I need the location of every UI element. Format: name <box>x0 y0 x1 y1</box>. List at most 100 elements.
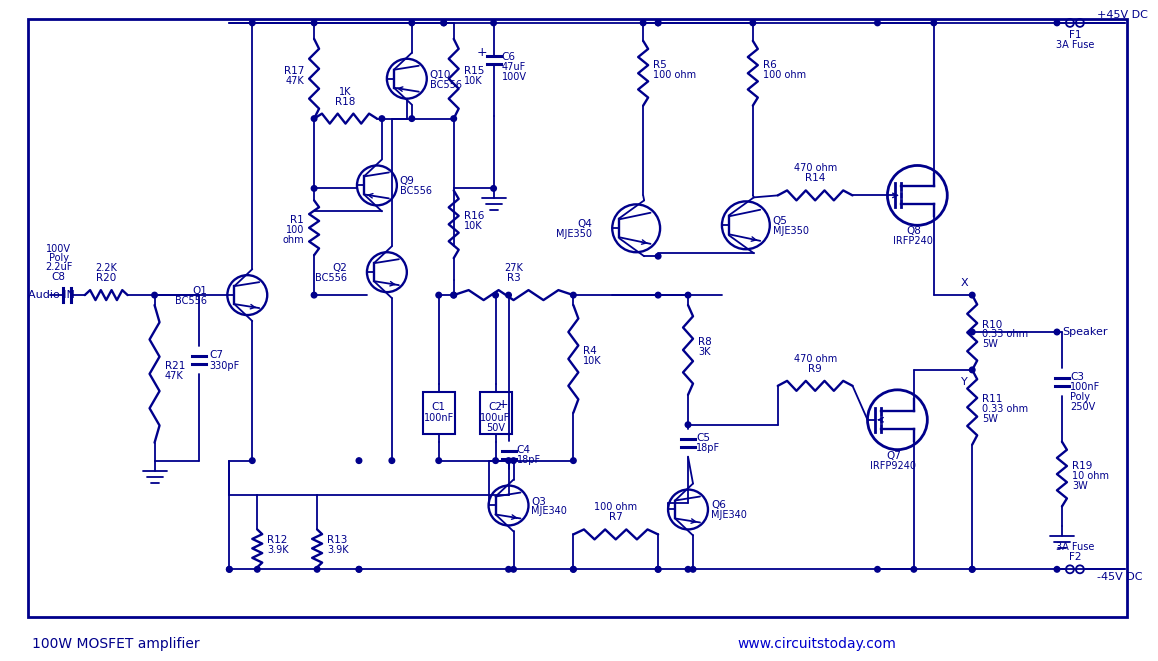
Text: +: + <box>498 399 508 411</box>
Text: 50V: 50V <box>486 423 505 433</box>
Circle shape <box>655 20 661 26</box>
Text: Y: Y <box>961 377 968 387</box>
Circle shape <box>314 566 320 572</box>
Text: 100 ohm: 100 ohm <box>763 70 806 80</box>
Text: Q8: Q8 <box>906 226 921 236</box>
Text: 5W: 5W <box>982 414 998 424</box>
Text: ohm: ohm <box>283 235 305 245</box>
Text: R21: R21 <box>164 361 185 371</box>
Text: 2.2K: 2.2K <box>95 263 117 273</box>
Circle shape <box>227 566 232 572</box>
Text: C4: C4 <box>516 445 530 455</box>
Circle shape <box>874 566 880 572</box>
Circle shape <box>655 20 661 26</box>
Circle shape <box>969 566 975 572</box>
Circle shape <box>690 566 696 572</box>
Circle shape <box>571 292 577 298</box>
Circle shape <box>874 20 880 26</box>
Circle shape <box>357 566 361 572</box>
Text: R8: R8 <box>698 337 712 347</box>
Text: 2.2uF: 2.2uF <box>45 262 73 272</box>
Text: Q7: Q7 <box>886 451 901 461</box>
Circle shape <box>409 116 415 122</box>
Circle shape <box>571 458 577 463</box>
Text: 3A Fuse: 3A Fuse <box>1056 543 1094 553</box>
Circle shape <box>249 458 255 463</box>
Text: 0.33 ohm: 0.33 ohm <box>982 405 1028 414</box>
Text: R17: R17 <box>284 65 305 76</box>
Circle shape <box>511 566 516 572</box>
Circle shape <box>152 292 157 298</box>
Circle shape <box>389 458 395 463</box>
Text: C5: C5 <box>696 433 710 443</box>
Text: Q1: Q1 <box>192 286 207 296</box>
Text: R3: R3 <box>507 273 520 283</box>
Circle shape <box>655 292 661 298</box>
Text: 18pF: 18pF <box>696 443 720 453</box>
Circle shape <box>911 566 917 572</box>
Text: 3A Fuse: 3A Fuse <box>1056 40 1094 50</box>
Text: 100nF: 100nF <box>424 412 454 423</box>
Text: BC556: BC556 <box>430 80 462 90</box>
Text: -45V DC: -45V DC <box>1097 572 1142 582</box>
Text: 1K: 1K <box>339 87 352 97</box>
Circle shape <box>227 566 232 572</box>
Circle shape <box>357 458 361 463</box>
Text: 100uF: 100uF <box>481 412 511 423</box>
Text: R9: R9 <box>808 364 822 374</box>
Circle shape <box>686 566 691 572</box>
Text: F1: F1 <box>1069 30 1082 40</box>
Circle shape <box>1054 329 1060 334</box>
Circle shape <box>409 20 415 26</box>
Text: F2: F2 <box>1069 553 1082 563</box>
Circle shape <box>491 20 497 26</box>
Text: 47K: 47K <box>285 76 305 86</box>
Text: R15: R15 <box>463 65 484 76</box>
Text: C3: C3 <box>1070 372 1084 382</box>
Text: +45V DC: +45V DC <box>1097 10 1148 20</box>
Circle shape <box>441 20 447 26</box>
Text: 470 ohm: 470 ohm <box>793 163 837 173</box>
Text: MJE340: MJE340 <box>711 510 747 520</box>
Text: X: X <box>960 278 968 288</box>
Circle shape <box>655 253 661 259</box>
Circle shape <box>655 566 661 572</box>
Circle shape <box>1054 20 1060 26</box>
Circle shape <box>640 20 646 26</box>
Text: 100V: 100V <box>501 72 527 82</box>
Text: Speaker: Speaker <box>1062 327 1107 337</box>
Text: 100 ohm: 100 ohm <box>653 70 696 80</box>
Text: C1: C1 <box>432 402 446 412</box>
Circle shape <box>571 566 577 572</box>
Circle shape <box>969 566 975 572</box>
Circle shape <box>249 20 255 26</box>
Text: +: + <box>476 46 486 59</box>
Text: R13: R13 <box>327 535 347 545</box>
Text: www.circuitstoday.com: www.circuitstoday.com <box>738 637 896 651</box>
Text: 100 ohm: 100 ohm <box>594 502 637 512</box>
Circle shape <box>491 186 497 191</box>
Text: 3K: 3K <box>698 347 711 357</box>
Text: 3W: 3W <box>1072 481 1087 491</box>
Circle shape <box>506 566 512 572</box>
Text: IRFP9240: IRFP9240 <box>871 461 916 471</box>
Circle shape <box>379 116 384 122</box>
Text: R7: R7 <box>609 512 623 522</box>
Circle shape <box>450 292 456 298</box>
Text: R19: R19 <box>1072 461 1092 471</box>
Text: 100V: 100V <box>46 244 72 254</box>
Circle shape <box>450 116 456 122</box>
Circle shape <box>511 458 516 463</box>
Text: R4: R4 <box>584 346 598 356</box>
Text: 3.9K: 3.9K <box>327 545 349 555</box>
Text: R11: R11 <box>982 395 1003 405</box>
Text: R14: R14 <box>805 173 826 183</box>
Text: 100W MOSFET amplifier: 100W MOSFET amplifier <box>32 637 199 651</box>
Text: Q3: Q3 <box>532 496 547 506</box>
Text: C6: C6 <box>501 52 515 61</box>
Text: BC556: BC556 <box>175 296 207 306</box>
Circle shape <box>969 367 975 373</box>
Text: R1: R1 <box>291 215 305 225</box>
Text: Q5: Q5 <box>772 216 787 226</box>
Text: R12: R12 <box>267 535 287 545</box>
